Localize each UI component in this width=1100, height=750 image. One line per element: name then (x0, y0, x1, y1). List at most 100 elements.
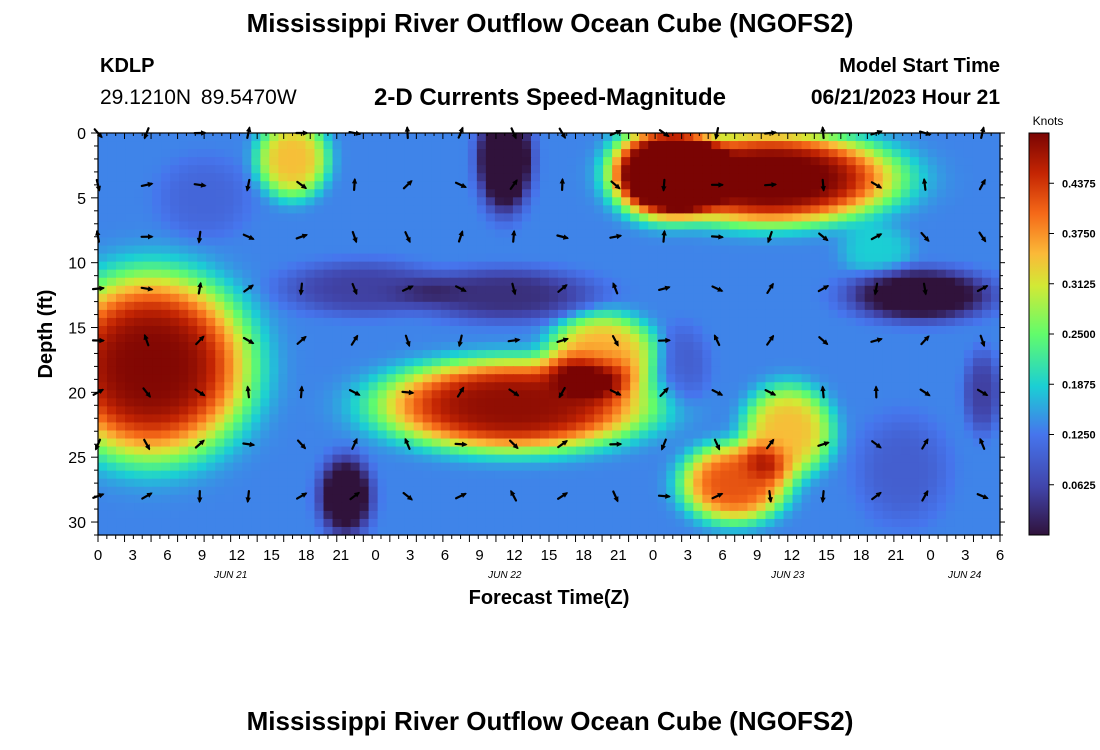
heatmap-cell (323, 398, 334, 407)
heatmap-cell (576, 181, 586, 190)
heatmap-cell (945, 221, 956, 231)
heatmap-cell (612, 366, 622, 375)
heatmap-cell (323, 237, 334, 247)
heatmap-cell (323, 510, 334, 520)
heatmap-cell (188, 446, 198, 456)
heatmap-cell (116, 406, 126, 415)
heatmap-cell (359, 133, 370, 142)
heatmap-cell (882, 334, 893, 343)
heatmap-cell (945, 293, 956, 303)
heatmap-cell (179, 446, 189, 456)
heatmap-cell (476, 446, 487, 456)
heatmap-cell (233, 518, 243, 528)
heatmap-cell (278, 438, 289, 448)
heatmap-cell (693, 229, 703, 239)
heatmap-cell (648, 181, 658, 190)
heatmap-cell (621, 285, 631, 295)
heatmap-cell (792, 350, 803, 359)
heatmap-cell (783, 462, 794, 472)
heatmap-cell (738, 334, 749, 343)
heatmap-cell (882, 293, 893, 303)
heatmap-cell (711, 526, 721, 536)
heatmap-cell (512, 454, 523, 464)
heatmap-cell (585, 334, 595, 343)
heatmap-cell (233, 181, 243, 190)
heatmap-cell (287, 390, 298, 399)
heatmap-cell (891, 293, 902, 303)
heatmap-cell (882, 526, 893, 536)
heatmap-cell (900, 181, 911, 190)
heatmap-cell (972, 486, 983, 496)
heatmap-cell (981, 237, 992, 247)
heatmap-cell (125, 205, 135, 214)
heatmap-cell (278, 430, 289, 440)
heatmap-cell (603, 374, 613, 383)
heatmap-cell (161, 293, 171, 303)
heatmap-cell (693, 325, 703, 335)
heatmap-cell (900, 390, 911, 399)
heatmap-cell (756, 382, 767, 391)
heatmap-cell (765, 374, 776, 383)
heatmap-cell (918, 382, 929, 391)
heatmap-cell (341, 141, 352, 150)
heatmap-cell (476, 317, 487, 327)
heatmap-cell (774, 229, 785, 239)
heatmap-cell (648, 478, 658, 488)
heatmap-cell (846, 261, 857, 271)
heatmap-cell (386, 438, 397, 448)
heatmap-cell (909, 334, 920, 343)
heatmap-cell (666, 285, 676, 295)
heatmap-cell (485, 414, 496, 424)
heatmap-cell (296, 398, 307, 407)
heatmap-cell (720, 502, 730, 512)
heatmap-cell (729, 325, 740, 335)
heatmap-cell (224, 237, 234, 247)
heatmap-cell (765, 301, 776, 311)
heatmap-cell (774, 285, 785, 295)
heatmap-cell (567, 277, 577, 287)
heatmap-cell (413, 157, 424, 166)
heatmap-cell (179, 213, 189, 223)
heatmap-cell (981, 173, 992, 182)
heatmap-cell (206, 285, 216, 295)
heatmap-cell (666, 253, 676, 263)
heatmap-cell (720, 277, 730, 287)
heatmap-cell (107, 350, 117, 359)
heatmap-cell (954, 165, 965, 174)
heatmap-cell (900, 229, 911, 239)
heatmap-cell (539, 269, 550, 279)
heatmap-cell (125, 374, 135, 383)
heatmap-cell (404, 301, 415, 311)
heatmap-cell (107, 253, 117, 263)
heatmap-cell (954, 317, 965, 327)
heatmap-cell (558, 478, 568, 488)
heatmap-cell (900, 430, 911, 440)
heatmap-cell (792, 205, 803, 214)
heatmap-cell (305, 165, 316, 174)
heatmap-cell (269, 454, 279, 464)
heatmap-cell (188, 173, 198, 182)
heatmap-cell (576, 269, 586, 279)
heatmap-cell (431, 157, 442, 166)
heatmap-cell (98, 165, 108, 174)
heatmap-cell (657, 374, 667, 383)
heatmap-cell (549, 422, 559, 432)
heatmap-cell (242, 197, 252, 206)
heatmap-cell (693, 462, 703, 472)
heatmap-cell (558, 197, 568, 206)
heatmap-cell (530, 261, 541, 271)
heatmap-cell (170, 494, 180, 504)
heatmap-cell (539, 285, 550, 295)
heatmap-cell (413, 301, 424, 311)
heatmap-cell (702, 462, 712, 472)
heatmap-cell (458, 406, 469, 415)
heatmap-cell (810, 237, 821, 247)
heatmap-cell (386, 366, 397, 375)
heatmap-cell (585, 245, 595, 255)
heatmap-cell (386, 334, 397, 343)
heatmap-cell (729, 285, 740, 295)
heatmap-cell (819, 350, 830, 359)
heatmap-cell (720, 173, 730, 182)
heatmap-cell (413, 317, 424, 327)
heatmap-cell (467, 406, 478, 415)
